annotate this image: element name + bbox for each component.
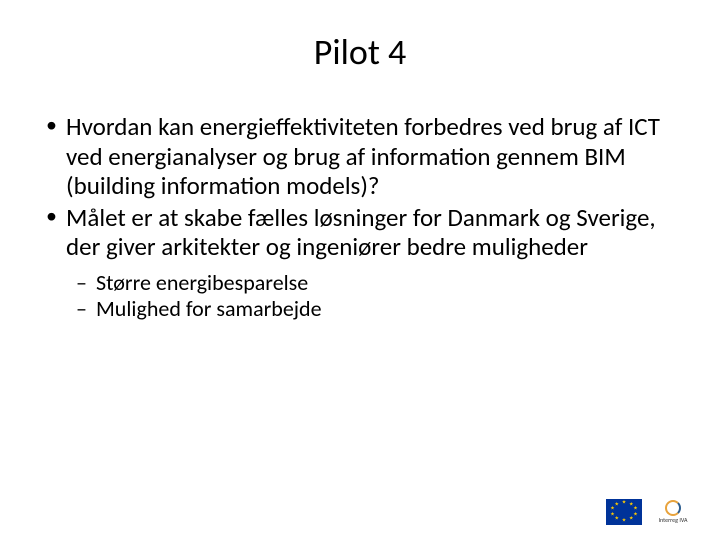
sub-bullet-list: Større energibesparelse Mulighed for sam… (74, 270, 676, 324)
bullet-item: Hvordan kan energieffektiviteten forbedr… (44, 112, 676, 201)
sub-bullet-item: Større energibesparelse (74, 270, 676, 297)
interreg-ring-icon (665, 500, 681, 516)
bullet-text: Hvordan kan energieffektiviteten forbedr… (66, 111, 660, 201)
slide: Pilot 4 Hvordan kan energieffektiviteten… (0, 0, 720, 540)
sub-bullet-text: Større energibesparelse (96, 269, 308, 296)
sub-bullet-item: Mulighed for samarbejde (74, 296, 676, 323)
bullet-text: Målet er at skabe fælles løsninger for D… (66, 202, 656, 263)
slide-title: Pilot 4 (44, 30, 676, 74)
interreg-label-1: Interreg IVA (659, 517, 688, 524)
bullet-list: Hvordan kan energieffektiviteten forbedr… (44, 112, 676, 323)
eu-flag-icon: ★ ★ ★ ★ ★ ★ ★ ★ ★ ★ (606, 499, 642, 525)
interreg-logo-icon: Interreg IVA (648, 498, 698, 526)
bullet-item: Målet er at skabe fælles løsninger for D… (44, 203, 676, 324)
footer-logos: ★ ★ ★ ★ ★ ★ ★ ★ ★ ★ Interreg IVA (606, 498, 698, 526)
eu-stars: ★ ★ ★ ★ ★ ★ ★ ★ ★ ★ (606, 499, 642, 525)
sub-bullet-text: Mulighed for samarbejde (96, 295, 322, 322)
